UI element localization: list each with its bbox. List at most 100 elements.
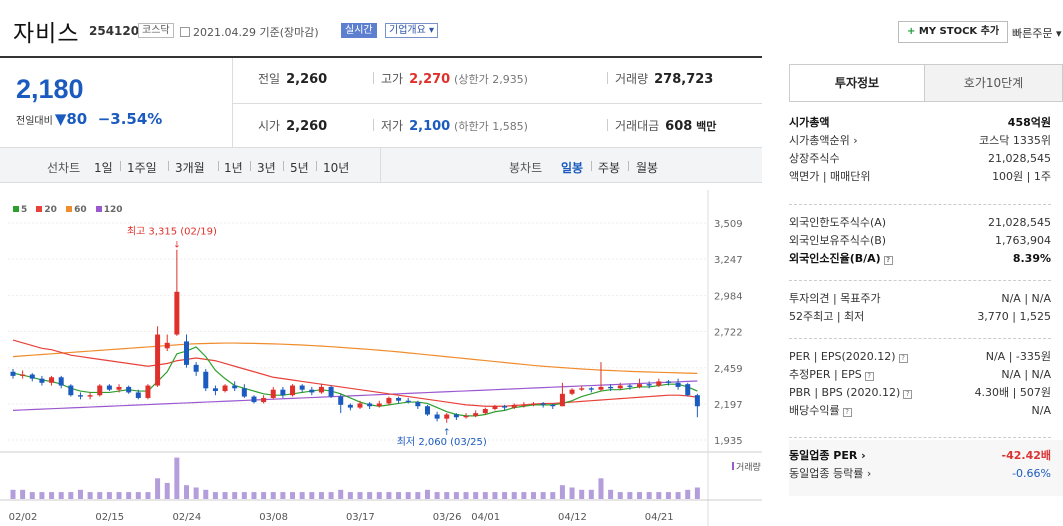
y-tick-label: 1,935 xyxy=(714,436,743,447)
info-row: 액면가 | 매매단위 100원 | 1주 xyxy=(789,168,1051,185)
stock-header: 자비스 254120 코스닥 2021.04.29 기준(장마감) 실시간 기업… xyxy=(0,0,1063,48)
ma60-line xyxy=(12,342,698,375)
divider xyxy=(373,119,374,131)
divider xyxy=(373,72,374,84)
candle-body xyxy=(473,413,479,416)
legend-swatch xyxy=(36,206,43,212)
divider xyxy=(591,161,592,171)
period-10y[interactable]: 10년 xyxy=(323,161,350,175)
period-1w[interactable]: 1주일 xyxy=(127,161,157,175)
realtime-button[interactable]: 실시간 xyxy=(341,23,377,38)
period-3m[interactable]: 3개월 xyxy=(175,161,205,175)
mystock-add-button[interactable]: + MY STOCK 추가 xyxy=(898,21,1009,43)
up-arrow-icon: ↑ xyxy=(443,428,451,438)
volume-bar xyxy=(290,492,296,499)
amount-value: 608 xyxy=(665,119,693,134)
candle-body xyxy=(424,406,430,415)
divider xyxy=(628,161,629,171)
high-annotation: 최고 3,315 (02/19) xyxy=(127,226,217,238)
candle-body xyxy=(386,397,392,404)
info-row-label: 외국인소진율(B/A)? xyxy=(789,250,893,267)
volume-bar xyxy=(637,492,643,499)
candle-body xyxy=(68,385,74,396)
help-icon[interactable]: ? xyxy=(883,256,893,265)
volume-bar xyxy=(646,492,652,499)
volume-bar xyxy=(453,492,459,499)
candle-body xyxy=(608,386,614,389)
candle-body xyxy=(29,374,35,379)
info-row: 외국인소진율(B/A)? 8.39% xyxy=(789,250,1051,267)
candle-monthly[interactable]: 월봉 xyxy=(636,161,659,175)
volume-bar xyxy=(261,492,267,499)
upper-limit: (상한가 2,935) xyxy=(454,73,528,86)
tab-investment-info[interactable]: 투자정보 xyxy=(790,65,925,101)
candle-body xyxy=(540,403,546,405)
period-1d[interactable]: 1일 xyxy=(94,161,113,175)
company-overview-dropdown[interactable]: 기업개요 ▾ xyxy=(385,23,438,38)
period-1y[interactable]: 1년 xyxy=(224,161,243,175)
candle-body xyxy=(559,393,565,407)
volume-bar xyxy=(463,492,469,499)
info-row-label: 추정PER | EPS? xyxy=(789,366,874,383)
candle-body xyxy=(49,377,55,383)
investment-info-panel: 투자정보 호가10단계 시가총액 458억원 시가총액순위 › 코스닥 1335위 상장… xyxy=(777,56,1063,526)
divider xyxy=(380,148,381,182)
volume-label: 거래량 xyxy=(736,461,761,473)
volume-bar xyxy=(386,492,392,499)
period-3y[interactable]: 3년 xyxy=(257,161,276,175)
candle-weekly[interactable]: 주봉 xyxy=(598,161,621,175)
volume-bar xyxy=(492,492,498,499)
candle-body xyxy=(106,385,112,390)
volume-bar xyxy=(376,492,382,499)
candle-body xyxy=(270,389,276,398)
candle-daily[interactable]: 일봉 xyxy=(561,161,584,175)
volume-bar xyxy=(29,492,35,499)
volume-bar xyxy=(521,492,527,499)
amount-unit: 백만 xyxy=(696,120,717,133)
candle-body xyxy=(511,404,517,408)
candle-body xyxy=(174,291,180,335)
volume-bar xyxy=(10,489,16,499)
volume-bar xyxy=(656,492,662,499)
volume-legend-swatch xyxy=(732,462,734,470)
legend-swatch xyxy=(95,206,102,212)
tab-orderbook-10[interactable]: 호가10단계 xyxy=(925,65,1062,101)
info-row-value: -0.66% xyxy=(1012,467,1051,480)
candle-body xyxy=(20,374,26,376)
help-icon[interactable]: ? xyxy=(903,390,913,399)
base-date-text: 2021.04.29 기준(장마감) xyxy=(193,26,319,39)
info-row-label: 동일업종 등락률 › xyxy=(789,467,872,480)
price-change: 전일대비 ▼80 −3.54% xyxy=(16,110,162,128)
high-value: 2,270 xyxy=(409,72,451,87)
info-row: PER | EPS(2020.12)? N/A | -335원 xyxy=(789,348,1051,365)
help-icon[interactable]: ? xyxy=(842,408,852,417)
volume-bar xyxy=(49,492,55,499)
candlestick-chart-svg[interactable]: 3,509 3,247 2,984 2,722 2,459 2,197 1,935 최고 3,… xyxy=(0,190,762,526)
volume-bar xyxy=(116,492,122,499)
down-arrow-icon: ↓ xyxy=(173,241,181,251)
candle-body xyxy=(126,386,132,393)
info-row-value: 458억원 xyxy=(1007,116,1051,129)
volume-bar xyxy=(241,492,247,499)
candle-body xyxy=(434,414,440,419)
help-icon[interactable]: ? xyxy=(864,372,874,381)
ma20-line xyxy=(12,339,698,407)
x-tick-label: 04/12 xyxy=(558,512,587,523)
volume-bar xyxy=(184,485,189,499)
volume-bar xyxy=(338,489,344,499)
info-row-value: N/A xyxy=(1031,404,1051,417)
volume-bar xyxy=(569,487,575,499)
volume-bar xyxy=(174,457,180,499)
candle-body xyxy=(280,389,286,396)
help-icon[interactable]: ? xyxy=(898,354,908,363)
candle-body xyxy=(579,388,585,390)
volume-bar xyxy=(328,492,334,499)
volume-bar xyxy=(444,492,450,499)
info-row-label: 외국인보유주식수(B) xyxy=(789,234,887,247)
info-row-value: -42.42배 xyxy=(1001,449,1051,462)
divider xyxy=(789,338,1051,339)
info-row-label: 배당수익률? xyxy=(789,402,852,419)
period-5y[interactable]: 5년 xyxy=(290,161,309,175)
x-tick-label: 02/15 xyxy=(95,512,124,523)
quick-order-button[interactable]: 빠른주문 ▾ xyxy=(1012,27,1062,40)
